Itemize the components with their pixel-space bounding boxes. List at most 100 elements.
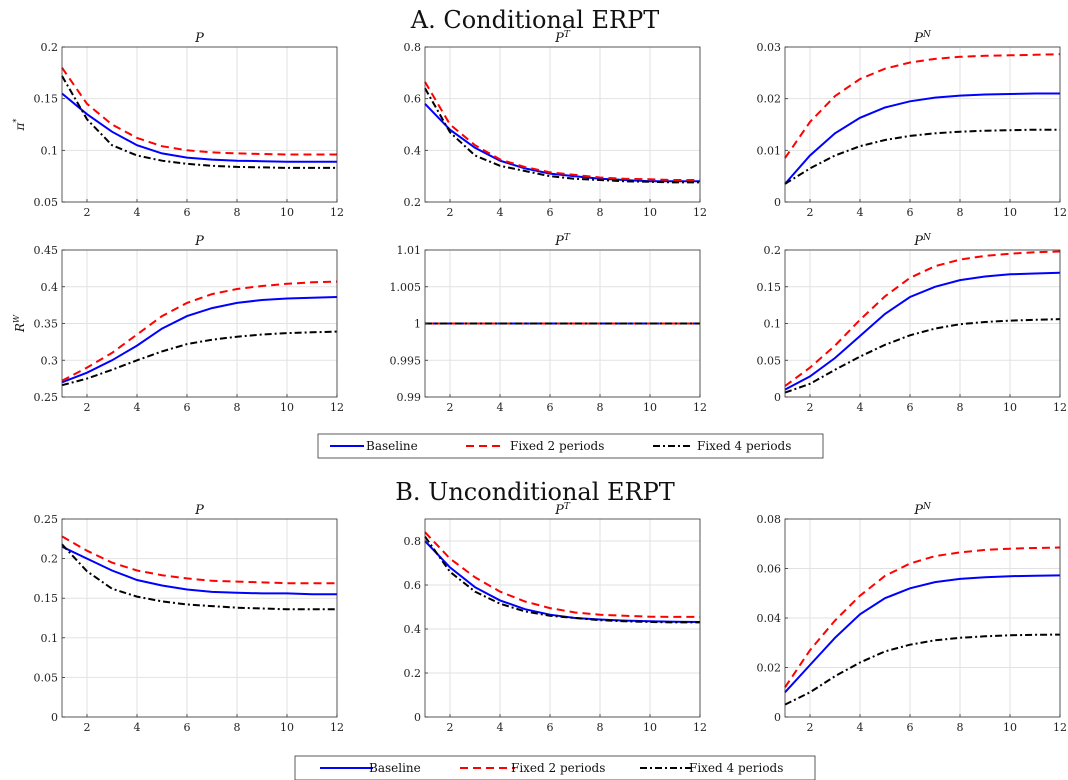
x-tick-label: 10	[280, 721, 294, 734]
plot-5: 2 4 6 8 10 12 0.99 0.995 1 1.005 1.01 PT	[390, 233, 708, 414]
x-tick-label: 8	[234, 206, 241, 219]
panel-b-title: B. Unconditional ERPT	[395, 478, 675, 506]
plot-6: 2 4 6 8 10 12 0 0.05 0.1 0.15 0.2 PN	[757, 233, 1068, 414]
x-tick-label: 8	[234, 721, 241, 734]
y-tick-label: 0.35	[34, 318, 59, 331]
y-axis-label: RW	[12, 314, 27, 333]
x-tick-label: 12	[330, 206, 344, 219]
x-tick-label: 10	[1003, 206, 1017, 219]
y-tick-label: 0.25	[34, 391, 59, 404]
x-tick-label: 10	[280, 206, 294, 219]
x-tick-label: 8	[597, 401, 604, 414]
series-line-fixed-2-periods	[61, 67, 337, 156]
x-tick-label: 10	[643, 721, 657, 734]
x-tick-label: 4	[497, 401, 504, 414]
y-tick-label: 1.005	[390, 281, 422, 294]
y-tick-label: 0.6	[404, 579, 422, 592]
plot-title: PN	[913, 502, 932, 518]
x-tick-label: 12	[330, 721, 344, 734]
series-line-fixed-2-periods	[424, 531, 700, 618]
x-tick-label: 10	[1003, 721, 1017, 734]
x-tick-label: 12	[693, 206, 707, 219]
y-tick-label: 0.6	[404, 93, 422, 106]
x-tick-label: 12	[1053, 721, 1067, 734]
x-tick-label: 2	[447, 206, 454, 219]
x-tick-label: 10	[643, 206, 657, 219]
series-line-fixed-2-periods	[784, 53, 1061, 159]
x-tick-label: 4	[857, 721, 864, 734]
series-line-fixed-4-periods	[61, 543, 337, 611]
y-tick-label: 0.05	[34, 671, 59, 684]
x-tick-label: 2	[807, 401, 814, 414]
x-tick-label: 6	[907, 401, 914, 414]
series-line-fixed-4-periods	[424, 536, 700, 624]
x-tick-label: 10	[643, 401, 657, 414]
y-tick-label: 0.8	[404, 41, 422, 54]
x-tick-label: 8	[234, 401, 241, 414]
legend-box	[294, 755, 816, 780]
x-tick-label: 8	[957, 206, 964, 219]
legend-label: Fixed 4 periods	[689, 761, 783, 775]
y-tick-label: 0.02	[757, 93, 782, 106]
y-tick-label: 0.1	[41, 144, 59, 157]
x-tick-label: 6	[184, 206, 191, 219]
x-tick-label: 12	[693, 721, 707, 734]
legends-group: Baseline Fixed 2 periods Fixed 4 periods Ba…	[294, 433, 824, 780]
x-tick-label: 4	[497, 721, 504, 734]
y-tick-label: 0.2	[41, 41, 59, 54]
plot-title: PT	[554, 502, 571, 518]
series-line-fixed-4-periods	[784, 633, 1061, 706]
x-tick-label: 2	[807, 721, 814, 734]
y-tick-label: 0.995	[390, 354, 422, 367]
y-tick-label: 0.45	[34, 244, 59, 257]
x-tick-label: 2	[84, 206, 91, 219]
y-tick-label: 0.2	[404, 196, 422, 209]
axis-frame	[784, 46, 1061, 203]
y-tick-label: 0.4	[404, 144, 422, 157]
axis-frame	[424, 518, 701, 718]
series-line-fixed-2-periods	[61, 535, 337, 585]
y-tick-label: 0.2	[41, 553, 59, 566]
x-tick-label: 6	[547, 206, 554, 219]
plot-title: PN	[913, 233, 932, 249]
series-line-fixed-2-periods	[784, 250, 1061, 387]
series-line-baseline	[424, 103, 700, 183]
legend-label: Baseline	[366, 439, 418, 453]
plot-3: 2 4 6 8 10 12 0 0.01 0.02 0.03 PN	[757, 30, 1068, 219]
y-tick-label: 0.1	[764, 318, 782, 331]
x-tick-label: 10	[280, 401, 294, 414]
y-tick-label: 0.4	[404, 623, 422, 636]
y-tick-label: 0.02	[757, 662, 782, 675]
y-tick-label: 0	[51, 711, 58, 724]
x-tick-label: 12	[1053, 206, 1067, 219]
plot-8: 2 4 6 8 10 12 0 0.2 0.4 0.6 0.8 PT	[404, 502, 708, 734]
panel-a-title: A. Conditional ERPT	[410, 6, 659, 34]
plot-title: P	[194, 31, 204, 46]
y-tick-label: 0.4	[41, 281, 59, 294]
x-tick-label: 12	[1053, 401, 1067, 414]
x-tick-label: 2	[84, 721, 91, 734]
legend: Baseline Fixed 2 periods Fixed 4 periods	[294, 755, 816, 780]
y-tick-label: 0.03	[757, 41, 782, 54]
x-tick-label: 2	[807, 206, 814, 219]
series-line-fixed-2-periods	[61, 280, 338, 382]
axis-frame	[424, 46, 701, 203]
y-tick-label: 0.06	[757, 563, 782, 576]
y-tick-label: 0.05	[34, 196, 59, 209]
plot-7: 2 4 6 8 10 12 0 0.05 0.1 0.15 0.2 0.25 P	[34, 503, 345, 734]
y-tick-label: 1	[414, 318, 421, 331]
series-line-fixed-4-periods	[61, 330, 338, 387]
y-tick-label: 0.15	[34, 592, 59, 605]
x-tick-label: 2	[447, 401, 454, 414]
x-tick-label: 8	[597, 206, 604, 219]
x-tick-label: 12	[330, 401, 344, 414]
y-tick-label: 0	[774, 391, 781, 404]
plot-title: PT	[554, 233, 571, 249]
plot-title: P	[194, 503, 204, 518]
x-tick-label: 4	[857, 206, 864, 219]
plots-group: 2 4 6 8 10 120.050.10.150.2Pπ*2 4 6 8 10 120.20.40…	[12, 30, 1067, 734]
x-tick-label: 6	[907, 721, 914, 734]
plot-4: 2 4 6 8 10 12 0.25 0.3 0.35 0.4 0.45 P RW	[12, 234, 344, 414]
